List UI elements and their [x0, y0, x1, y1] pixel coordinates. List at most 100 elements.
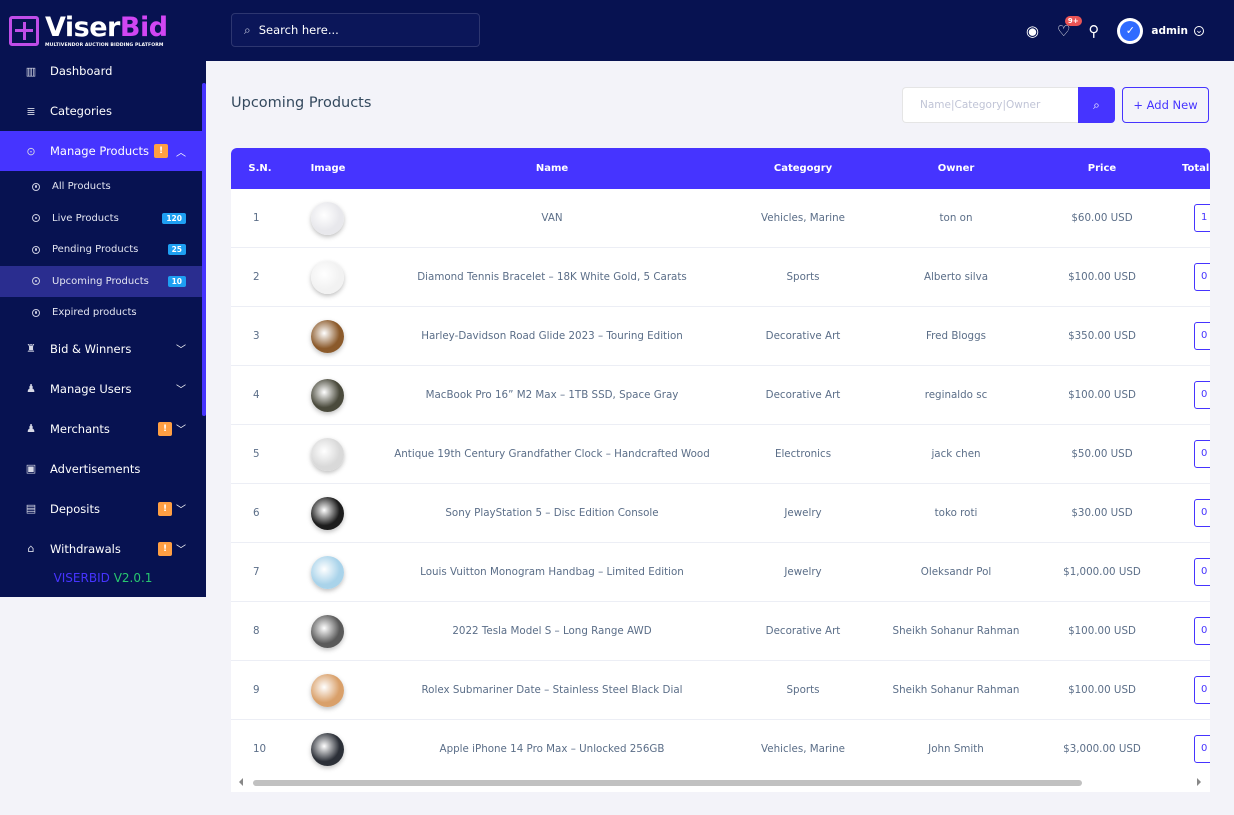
- products-icon: ⊙: [24, 145, 38, 158]
- cell-total[interactable]: 0: [1194, 322, 1210, 350]
- add-new-button[interactable]: + Add New: [1122, 87, 1209, 123]
- sidebar-item-label: Advertisements: [50, 462, 140, 476]
- cell-name: 2022 Tesla Model S – Long Range AWD: [452, 602, 651, 660]
- cell-total[interactable]: 1: [1194, 204, 1210, 232]
- sidebar-scrollbar[interactable]: [202, 83, 206, 416]
- cell-category: Jewelry: [784, 543, 821, 601]
- cell-sn: 4: [253, 366, 260, 424]
- cell-price: $3,000.00 USD: [1063, 720, 1141, 778]
- avatar[interactable]: ✓: [1117, 18, 1143, 44]
- sidebar-item-manage-products[interactable]: ⊙ Manage Products ! ︿: [0, 131, 206, 171]
- cell-price: $100.00 USD: [1068, 602, 1136, 660]
- cell-name: Louis Vuitton Monogram Handbag – Limited…: [420, 543, 684, 601]
- cell-owner: reginaldo sc: [925, 366, 988, 424]
- sidebar-item-label: Withdrawals: [50, 542, 121, 556]
- cell-price: $100.00 USD: [1068, 661, 1136, 719]
- cell-price: $60.00 USD: [1071, 189, 1132, 247]
- chevron-down-icon: ﹀: [176, 421, 186, 436]
- horizontal-scrollbar[interactable]: [231, 775, 1210, 791]
- warning-badge: !: [158, 422, 172, 436]
- table-row: 1 VAN Vehicles, Marine ton on $60.00 USD 1: [231, 189, 1210, 248]
- bank-icon: ⌂: [24, 542, 38, 555]
- product-thumbnail[interactable]: [311, 615, 344, 648]
- search-input[interactable]: [259, 23, 459, 37]
- product-thumbnail[interactable]: [311, 674, 344, 707]
- cell-total[interactable]: 0: [1194, 735, 1210, 763]
- cell-owner: Alberto silva: [924, 248, 988, 306]
- cell-name: Diamond Tennis Bracelet – 18K White Gold…: [417, 248, 687, 306]
- chevron-down-icon[interactable]: ⌄: [1194, 26, 1204, 36]
- circle-dot-icon: [32, 183, 40, 191]
- sidebar-subitem-upcoming-products[interactable]: Upcoming Products 10: [0, 266, 206, 298]
- notification-badge: 9+: [1065, 16, 1082, 26]
- sidebar: ▥ Dashboard ≣ Categories ⊙ Manage Produc…: [0, 0, 206, 597]
- bell-icon[interactable]: ♡ 9+: [1057, 22, 1070, 40]
- sidebar-item-manage-users[interactable]: ♟ Manage Users ﹀: [0, 369, 206, 409]
- sidebar-item-withdrawals[interactable]: ⌂ Withdrawals ! ﹀: [0, 529, 206, 569]
- scroll-right-icon[interactable]: [1197, 778, 1201, 786]
- product-thumbnail[interactable]: [311, 497, 344, 530]
- scrollbar-thumb[interactable]: [253, 780, 1082, 786]
- sidebar-item-label: Deposits: [50, 502, 100, 516]
- chevron-up-icon: ︿: [176, 144, 186, 159]
- cell-total[interactable]: 0: [1194, 558, 1210, 586]
- filter-search-button[interactable]: ⌕: [1078, 87, 1115, 123]
- cell-owner: Fred Bloggs: [926, 307, 986, 365]
- cell-owner: ton on: [940, 189, 973, 247]
- count-badge: 120: [162, 213, 186, 224]
- filter-input[interactable]: [902, 87, 1078, 123]
- cell-owner: Sheikh Sohanur Rahman: [893, 661, 1020, 719]
- header-sn: S.N.: [248, 148, 271, 189]
- globe-icon[interactable]: ◉: [1026, 22, 1039, 40]
- cell-total[interactable]: 0: [1194, 617, 1210, 645]
- products-submenu: All Products Live Products 120 Pending P…: [0, 171, 206, 329]
- sidebar-subitem-expired-products[interactable]: Expired products: [0, 297, 206, 329]
- sidebar-item-categories[interactable]: ≣ Categories: [0, 91, 206, 131]
- sidebar-item-bid-winners[interactable]: ♜ Bid & Winners ﹀: [0, 329, 206, 369]
- cell-name: Harley-Davidson Road Glide 2023 – Tourin…: [421, 307, 683, 365]
- header-category: Categogry: [774, 148, 832, 189]
- cell-category: Electronics: [775, 425, 831, 483]
- sidebar-subitem-all-products[interactable]: All Products: [0, 171, 206, 203]
- sidebar-subitem-pending-products[interactable]: Pending Products 25: [0, 234, 206, 266]
- cell-sn: 5: [253, 425, 260, 483]
- sidebar-subitem-label: Upcoming Products: [52, 276, 149, 287]
- sidebar-item-advertisements[interactable]: ▣ Advertisements: [0, 449, 206, 489]
- product-thumbnail[interactable]: [311, 202, 344, 235]
- cell-total[interactable]: 0: [1194, 499, 1210, 527]
- deposit-icon: ▤: [24, 502, 38, 515]
- cell-total[interactable]: 0: [1194, 676, 1210, 704]
- filter-box: ⌕: [902, 87, 1115, 123]
- search-box[interactable]: ⌕: [231, 13, 480, 47]
- cell-category: Vehicles, Marine: [761, 720, 845, 778]
- product-thumbnail[interactable]: [311, 438, 344, 471]
- cell-category: Jewelry: [784, 484, 821, 542]
- chevron-down-icon: ﹀: [176, 381, 186, 396]
- admin-name[interactable]: admin: [1151, 25, 1188, 37]
- chevron-down-icon: ﹀: [176, 341, 186, 356]
- product-thumbnail[interactable]: [311, 320, 344, 353]
- cell-total[interactable]: 0: [1194, 263, 1210, 291]
- product-thumbnail[interactable]: [311, 733, 344, 766]
- logo-tagline: MULTIVENDOR AUCTION BIDDING PLATFORM: [45, 43, 168, 48]
- logo-icon: [9, 16, 39, 46]
- product-thumbnail[interactable]: [311, 379, 344, 412]
- product-thumbnail[interactable]: [311, 261, 344, 294]
- cell-sn: 7: [253, 543, 260, 601]
- logo[interactable]: ViserBid MULTIVENDOR AUCTION BIDDING PLA…: [0, 0, 206, 61]
- product-thumbnail[interactable]: [311, 556, 344, 589]
- table-row: 5 Antique 19th Century Grandfather Clock …: [231, 425, 1210, 484]
- scroll-left-icon[interactable]: [239, 778, 243, 786]
- sidebar-item-merchants[interactable]: ♟ Merchants ! ﹀: [0, 409, 206, 449]
- cell-total[interactable]: 0: [1194, 440, 1210, 468]
- sidebar-subitem-label: Live Products: [52, 213, 119, 224]
- sidebar-subitem-label: Expired products: [52, 307, 137, 318]
- sidebar-item-deposits[interactable]: ▤ Deposits ! ﹀: [0, 489, 206, 529]
- wrench-icon[interactable]: ⚲: [1088, 22, 1099, 40]
- circle-dot-icon: [32, 309, 40, 317]
- sidebar-subitem-label: Pending Products: [52, 244, 138, 255]
- cell-total[interactable]: 0: [1194, 381, 1210, 409]
- sidebar-subitem-live-products[interactable]: Live Products 120: [0, 203, 206, 235]
- search-icon: ⌕: [1093, 98, 1100, 113]
- table-row: 7 Louis Vuitton Monogram Handbag – Limite…: [231, 543, 1210, 602]
